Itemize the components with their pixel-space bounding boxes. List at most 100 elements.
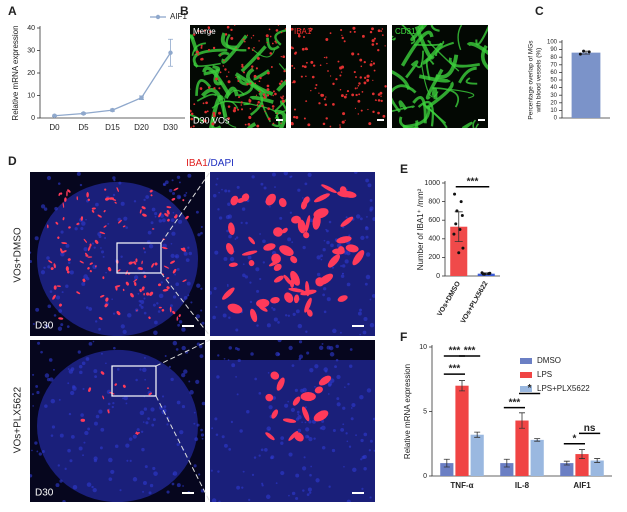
nucleus: [346, 282, 351, 287]
y-tick-label: 70: [550, 62, 557, 68]
zoom-box: [111, 365, 157, 397]
error-bar: [582, 50, 590, 55]
nucleus: [95, 414, 100, 419]
cell: [353, 70, 356, 74]
cell: [382, 114, 386, 118]
nucleus: [297, 188, 301, 192]
cell: [318, 92, 320, 94]
nucleus: [284, 314, 288, 317]
data-point: [488, 271, 492, 275]
cell: [256, 124, 260, 128]
nucleus: [262, 239, 266, 244]
vessel: [418, 25, 424, 30]
y-tick-label: 40: [550, 85, 557, 91]
nucleus: [242, 273, 246, 278]
cell: [253, 74, 257, 78]
significance-label: ***: [509, 397, 521, 408]
nucleus: [362, 330, 367, 335]
nucleus: [322, 293, 326, 297]
cell: [324, 103, 328, 106]
cell: [329, 32, 332, 35]
cell: [269, 52, 273, 55]
nucleus: [280, 441, 284, 445]
y-axis-label: Number of IBA1⁺ /mm²: [416, 188, 425, 270]
cell: [343, 95, 347, 99]
microglia: [265, 393, 274, 402]
point: [139, 95, 144, 100]
cell: [291, 64, 294, 67]
y-tick-label: 200: [428, 254, 440, 261]
nucleus: [361, 455, 365, 460]
cell: [247, 123, 251, 126]
nucleus: [178, 219, 183, 224]
vessel: [392, 70, 411, 91]
data-point: [457, 251, 461, 255]
nucleus: [332, 429, 336, 433]
nucleus: [150, 221, 154, 225]
microglia: [62, 216, 65, 221]
nucleus: [128, 437, 133, 441]
nucleus: [364, 226, 369, 231]
nucleus: [166, 490, 170, 494]
nucleus: [336, 397, 340, 401]
microglia: [64, 197, 67, 202]
nucleus: [305, 427, 310, 432]
nucleus: [170, 377, 174, 382]
microglia: [76, 196, 78, 201]
microglia: [88, 387, 92, 392]
cell: [357, 113, 359, 115]
nucleus: [325, 228, 327, 231]
vessel: [211, 100, 239, 110]
x-tick-label: TNF-α: [450, 481, 473, 490]
cell: [360, 65, 363, 68]
nucleus: [53, 314, 57, 317]
cell: [219, 71, 222, 74]
cell: [267, 117, 271, 121]
cell: [254, 82, 257, 85]
nucleus: [61, 291, 64, 294]
nucleus: [91, 242, 95, 245]
nucleus: [140, 300, 145, 304]
nucleus: [151, 423, 155, 427]
nucleus: [113, 346, 116, 350]
nucleus: [54, 206, 58, 211]
microglia: [241, 250, 258, 256]
microglia: [157, 283, 162, 287]
cell: [312, 64, 316, 67]
nucleus: [335, 344, 339, 349]
cell: [235, 47, 237, 50]
micrograph: [210, 340, 375, 502]
cell: [266, 41, 268, 44]
microglia: [86, 192, 89, 198]
cell: [247, 46, 251, 50]
microglia: [158, 212, 162, 218]
bar: [560, 463, 574, 476]
nucleus: [329, 345, 334, 351]
nucleus: [168, 188, 173, 193]
y-tick-label: 0: [31, 115, 35, 122]
nucleus: [112, 176, 116, 180]
microglia: [164, 213, 169, 217]
nucleus: [86, 277, 90, 281]
cell: [361, 90, 364, 93]
cell: [246, 34, 249, 36]
nucleus: [57, 182, 61, 185]
nucleus: [228, 316, 231, 320]
nucleus: [183, 251, 188, 256]
microglia: [292, 396, 301, 406]
nucleus: [272, 308, 276, 312]
microglia: [103, 210, 106, 213]
microglia: [118, 219, 122, 224]
cell: [298, 33, 301, 36]
cell: [375, 42, 378, 45]
nucleus: [170, 253, 175, 258]
cell: [310, 27, 313, 31]
cell: [355, 93, 358, 97]
nucleus: [258, 392, 262, 395]
zoom-line: [155, 395, 211, 503]
nucleus: [108, 457, 113, 463]
nucleus: [369, 298, 372, 301]
nucleus: [262, 261, 266, 264]
microglia: [300, 289, 317, 296]
nucleus: [199, 354, 204, 359]
